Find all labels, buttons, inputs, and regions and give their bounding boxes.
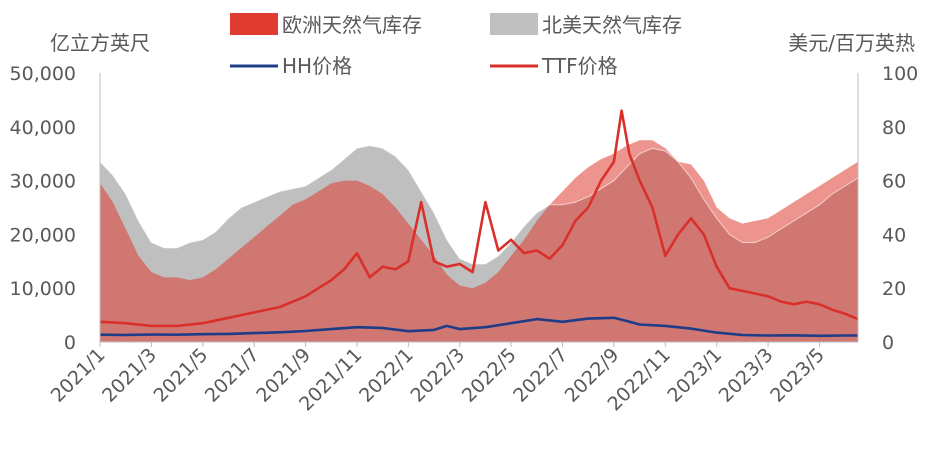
left-axis-title: 亿立方英尺 bbox=[50, 31, 150, 55]
right-tick-label: 60 bbox=[882, 171, 906, 193]
legend-label-na-storage: 北美天然气库存 bbox=[542, 13, 682, 37]
x-tick-label: 2021/1 bbox=[47, 344, 110, 407]
left-tick-label: 0 bbox=[64, 332, 76, 354]
right-tick-label: 0 bbox=[882, 332, 894, 354]
right-axis-title: 美元/百万英热 bbox=[788, 31, 915, 55]
x-tick-label: 2022/7 bbox=[509, 344, 572, 407]
right-axis: 0 20 40 60 80 100 bbox=[882, 63, 918, 354]
legend-label-hh: HH价格 bbox=[282, 54, 352, 78]
legend-label-europe-storage: 欧洲天然气库存 bbox=[282, 13, 422, 37]
left-axis: 0 10,000 20,000 30,000 40,000 50,000 bbox=[10, 63, 76, 354]
left-tick-label: 50,000 bbox=[10, 63, 76, 85]
right-tick-label: 80 bbox=[882, 117, 906, 139]
right-tick-label: 40 bbox=[882, 224, 906, 246]
left-tick-label: 30,000 bbox=[10, 171, 76, 193]
left-tick-label: 20,000 bbox=[10, 224, 76, 246]
x-tick-label: 2021/3 bbox=[98, 344, 161, 407]
legend-label-ttf: TTF价格 bbox=[541, 54, 618, 78]
x-tick-label: 2023/3 bbox=[715, 344, 778, 407]
legend-swatch-na-storage bbox=[490, 13, 538, 35]
legend: 欧洲天然气库存 北美天然气库存 HH价格 TTF价格 bbox=[230, 13, 682, 78]
na-storage-edge bbox=[99, 145, 859, 265]
x-tick-label: 2022/3 bbox=[406, 344, 469, 407]
x-tick-label: 2021/7 bbox=[201, 344, 264, 407]
left-tick-label: 10,000 bbox=[10, 278, 76, 300]
plot-area bbox=[99, 73, 859, 343]
right-tick-label: 100 bbox=[882, 63, 918, 85]
line-hh-price bbox=[99, 316, 858, 338]
x-tick-label: 2022/5 bbox=[458, 344, 521, 407]
x-axis: 2021/12021/32021/52021/72021/92021/11202… bbox=[47, 342, 829, 415]
legend-swatch-europe-storage bbox=[230, 13, 278, 35]
line-ttf-price bbox=[99, 109, 859, 328]
x-tick-label: 2021/5 bbox=[149, 344, 212, 407]
area-europe-storage bbox=[100, 140, 858, 342]
x-tick-label: 2023/1 bbox=[663, 344, 726, 407]
left-tick-label: 40,000 bbox=[10, 117, 76, 139]
x-tick-label: 2023/5 bbox=[766, 344, 829, 407]
x-tick-label: 2022/1 bbox=[355, 344, 418, 407]
right-tick-label: 20 bbox=[882, 278, 906, 300]
